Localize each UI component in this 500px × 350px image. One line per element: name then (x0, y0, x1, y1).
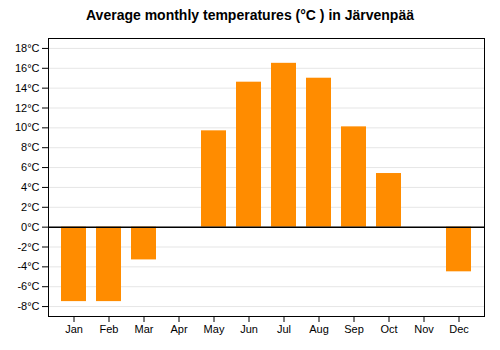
svg-text:Aug: Aug (309, 323, 329, 335)
svg-text:6°C: 6°C (21, 161, 40, 173)
svg-text:8°C: 8°C (21, 141, 40, 153)
svg-text:4°C: 4°C (21, 181, 40, 193)
svg-text:-2°C: -2°C (17, 241, 39, 253)
svg-text:Feb: Feb (100, 323, 119, 335)
svg-text:Apr: Apr (170, 323, 187, 335)
svg-text:Mar: Mar (135, 323, 154, 335)
svg-text:2°C: 2°C (21, 201, 40, 213)
svg-text:Jun: Jun (240, 323, 258, 335)
svg-text:-8°C: -8°C (17, 300, 39, 312)
html-text:Average monthly temperatures (: Average monthly temperatures (°C ) in Jä… (86, 7, 414, 23)
svg-text:Jul: Jul (277, 323, 291, 335)
svg-text:0°C: 0°C (21, 221, 40, 233)
svg-text:May: May (204, 323, 225, 335)
svg-text:10°C: 10°C (15, 121, 40, 133)
svg-text:-4°C: -4°C (17, 260, 39, 272)
svg-text:Dec: Dec (449, 323, 469, 335)
svg-text:Sep: Sep (344, 323, 364, 335)
svg-text:16°C: 16°C (15, 62, 40, 74)
svg-text:12°C: 12°C (15, 102, 40, 114)
svg-text:Jan: Jan (65, 323, 83, 335)
svg-text:18°C: 18°C (15, 42, 40, 54)
svg-text:14°C: 14°C (15, 82, 40, 94)
svg-text:-6°C: -6°C (17, 280, 39, 292)
svg-text:Nov: Nov (414, 323, 434, 335)
svg-text:Oct: Oct (380, 323, 397, 335)
